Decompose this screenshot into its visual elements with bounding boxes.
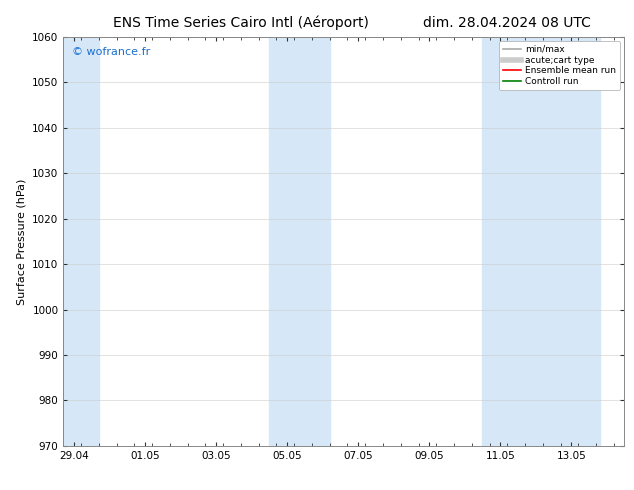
Bar — [63, 37, 99, 446]
Bar — [482, 37, 600, 446]
Bar — [269, 37, 330, 446]
Text: dim. 28.04.2024 08 UTC: dim. 28.04.2024 08 UTC — [424, 16, 591, 30]
Text: ENS Time Series Cairo Intl (Aéroport): ENS Time Series Cairo Intl (Aéroport) — [113, 16, 369, 30]
Y-axis label: Surface Pressure (hPa): Surface Pressure (hPa) — [16, 178, 27, 304]
Text: © wofrance.fr: © wofrance.fr — [72, 47, 150, 57]
Legend: min/max, acute;cart type, Ensemble mean run, Controll run: min/max, acute;cart type, Ensemble mean … — [499, 41, 620, 90]
